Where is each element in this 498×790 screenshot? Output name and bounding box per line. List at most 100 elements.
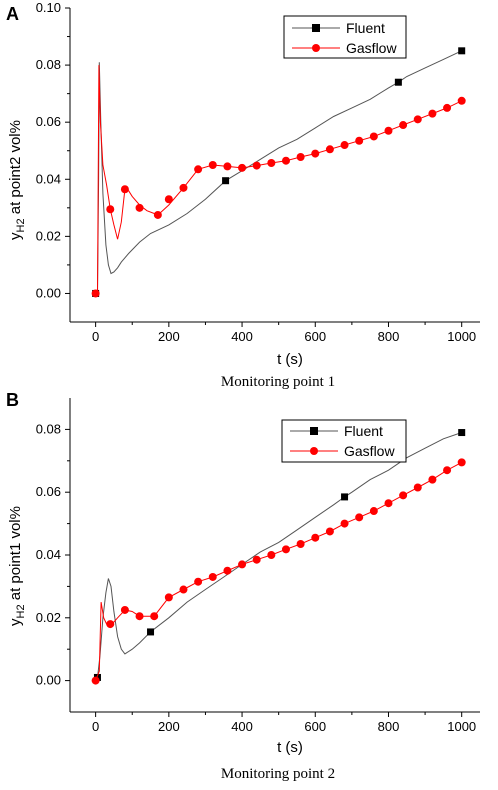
gasflow-point-b bbox=[413, 483, 422, 492]
x-tick-label-b: 400 bbox=[231, 719, 253, 734]
gasflow-point-a bbox=[135, 203, 144, 212]
chart-panel-a: A 0 200 400 600 800 10000.000.020.040.060.080… bbox=[6, 0, 480, 390]
gasflow-point-b bbox=[120, 605, 129, 614]
plot-area-a: 0 200 400 600 800 1000 0.00 0.02 0.04 0.06 0.08 0.1… bbox=[36, 0, 480, 344]
y-axis-label-a: yH2 at point2 vol% bbox=[7, 120, 27, 240]
chart-panel-b: B 0 200 400 600 800 10000.000.020.040.060.08 … bbox=[6, 390, 480, 782]
y-tick-label-a: 0.00 bbox=[36, 285, 61, 300]
legend-gasflow-label-a: Gasflow bbox=[346, 40, 397, 56]
y-axis-label-b: yH2 at point1 vol% bbox=[7, 506, 27, 626]
gasflow-point-b bbox=[91, 676, 100, 685]
y-tick-label-b: 0.02 bbox=[36, 610, 61, 625]
gasflow-point-b bbox=[457, 458, 466, 467]
y-tick-label-a: 0.04 bbox=[36, 171, 61, 186]
gasflow-point-b bbox=[399, 491, 408, 500]
gasflow-point-b bbox=[252, 555, 261, 564]
fluent-series-line-b bbox=[95, 432, 462, 681]
legend-fluent-label-b: Fluent bbox=[344, 423, 383, 439]
legend-gasflow-label-b: Gasflow bbox=[344, 443, 395, 459]
gasflow-point-b bbox=[355, 513, 364, 522]
x-axis-label-b: t (s) bbox=[277, 739, 303, 756]
y-axis-label-b-main: y bbox=[7, 618, 24, 626]
gasflow-point-b bbox=[194, 577, 203, 586]
gasflow-point-b bbox=[369, 507, 378, 516]
gasflow-point-b bbox=[325, 527, 334, 536]
x-tick-label-b: 1000 bbox=[447, 719, 476, 734]
legend-box-a bbox=[283, 15, 407, 59]
x-tick-label-a: 400 bbox=[231, 329, 253, 344]
gasflow-point-b bbox=[106, 620, 115, 629]
gasflow-point-a bbox=[340, 141, 349, 150]
gasflow-point-a bbox=[91, 289, 100, 298]
fluent-point-a bbox=[394, 78, 402, 86]
x-axis-label-a: t (s) bbox=[277, 351, 303, 368]
gasflow-point-b bbox=[208, 572, 217, 581]
gasflow-point-a bbox=[120, 185, 129, 194]
fluent-series-line-a bbox=[95, 50, 462, 294]
legend-fluent-marker-b bbox=[310, 427, 318, 435]
x-tick-label-a: 200 bbox=[158, 329, 180, 344]
gasflow-point-a bbox=[194, 165, 203, 174]
gasflow-point-a bbox=[164, 195, 173, 204]
gasflow-point-a bbox=[296, 153, 305, 162]
y-axis-label-a-main: y bbox=[7, 232, 24, 240]
gasflow-point-b bbox=[428, 475, 437, 484]
gasflow-point-a bbox=[106, 205, 115, 214]
gasflow-point-a bbox=[355, 136, 364, 145]
legend-gasflow-marker-b bbox=[310, 447, 318, 455]
y-tick-label-b: 0.04 bbox=[36, 547, 61, 562]
x-tick-label-a: 0 bbox=[92, 329, 99, 344]
gasflow-point-b bbox=[311, 533, 320, 542]
x-tick-label-a: 1000 bbox=[447, 329, 476, 344]
gasflow-point-b bbox=[135, 612, 144, 621]
gasflow-point-b bbox=[238, 560, 247, 569]
caption-a: Monitoring point 1 bbox=[221, 374, 335, 390]
gasflow-point-a bbox=[281, 156, 290, 165]
legend-fluent-label-a: Fluent bbox=[346, 20, 385, 36]
gasflow-point-a bbox=[179, 183, 188, 192]
gasflow-point-b bbox=[164, 593, 173, 602]
gasflow-point-b bbox=[384, 499, 393, 508]
gasflow-point-b bbox=[340, 519, 349, 528]
gasflow-point-a bbox=[252, 161, 261, 170]
legend-gasflow-marker-a bbox=[312, 44, 320, 52]
gasflow-point-a bbox=[399, 121, 408, 130]
fluent-point-b bbox=[458, 429, 466, 437]
gasflow-point-a bbox=[369, 132, 378, 141]
x-tick-label-b: 0 bbox=[92, 719, 99, 734]
legend-fluent-marker-a bbox=[312, 24, 320, 32]
gasflow-point-a bbox=[208, 161, 217, 169]
fluent-point-a bbox=[458, 47, 466, 55]
y-axis-label-b-rest: at point1 vol% bbox=[7, 506, 24, 604]
legend-box-b bbox=[281, 419, 407, 463]
gasflow-point-b bbox=[267, 551, 276, 559]
gasflow-point-b bbox=[296, 540, 305, 549]
fluent-point-a bbox=[222, 177, 230, 185]
gasflow-point-a bbox=[223, 162, 232, 171]
gasflow-point-b bbox=[150, 612, 159, 621]
y-axis-label-a-sub: H2 bbox=[15, 218, 27, 232]
y-tick-label-a: 0.06 bbox=[36, 114, 61, 129]
y-tick-label-b: 0.06 bbox=[36, 484, 61, 499]
gasflow-point-a bbox=[443, 103, 452, 112]
x-tick-label-b: 200 bbox=[158, 719, 180, 734]
gasflow-point-a bbox=[153, 210, 162, 219]
y-axis-label-a-rest: at point2 vol% bbox=[7, 120, 24, 218]
y-tick-label-a: 0.10 bbox=[36, 0, 61, 15]
y-tick-label-b: 0.00 bbox=[36, 673, 61, 688]
legend-b: Fluent Gasflow bbox=[281, 419, 407, 463]
gasflow-point-a bbox=[267, 159, 276, 168]
fluent-point-b bbox=[147, 628, 155, 636]
gasflow-point-a bbox=[384, 126, 393, 135]
gasflow-point-a bbox=[413, 115, 422, 124]
y-tick-label-a: 0.08 bbox=[36, 57, 61, 72]
gasflow-point-b bbox=[223, 566, 232, 575]
gasflow-point-b bbox=[443, 466, 452, 475]
gasflow-series-line-a bbox=[95, 65, 462, 294]
legend-a: Fluent Gasflow bbox=[283, 15, 407, 59]
gasflow-point-a bbox=[457, 96, 466, 105]
gasflow-point-a bbox=[325, 145, 334, 154]
gasflow-point-a bbox=[428, 109, 437, 118]
x-tick-label-b: 800 bbox=[378, 719, 400, 734]
